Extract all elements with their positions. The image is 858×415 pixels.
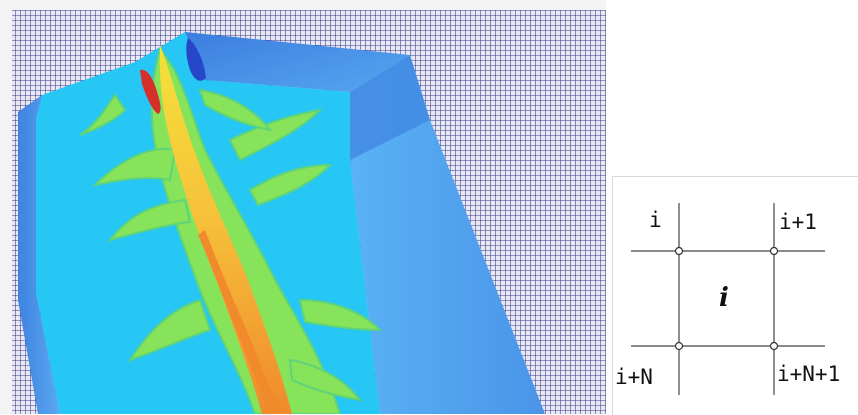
- grid-stencil-diagram: i i+1 i i+N i+N+1: [612, 176, 858, 415]
- terrain-orange-channel: [198, 230, 282, 414]
- block-right-shade: [350, 55, 430, 160]
- node-bottom-left: [674, 341, 684, 351]
- terrain-river-valley: [159, 45, 292, 414]
- terrain-green-regions: [79, 48, 383, 414]
- terrain-blue-gorge: [186, 38, 206, 81]
- label-cell-i: i: [719, 283, 729, 313]
- label-node-i-plus-1: i+1: [779, 210, 817, 234]
- terrain-mesh-image: [12, 10, 606, 414]
- node-top-left: [674, 246, 684, 256]
- label-node-i-plus-n: i+N: [615, 365, 653, 389]
- block-top-face: [185, 32, 410, 92]
- terrain-red-peak: [140, 69, 161, 114]
- stencil-svg: i i+1 i i+N i+N+1: [615, 203, 840, 395]
- node-bottom-right: [769, 341, 779, 351]
- block-right-face: [350, 55, 545, 414]
- node-top-right: [769, 246, 779, 256]
- label-node-i-plus-n-plus-1: i+N+1: [777, 362, 840, 386]
- block-left-face: [18, 95, 60, 414]
- terrain-mesh-figure: [0, 0, 606, 414]
- label-node-i: i: [649, 208, 662, 232]
